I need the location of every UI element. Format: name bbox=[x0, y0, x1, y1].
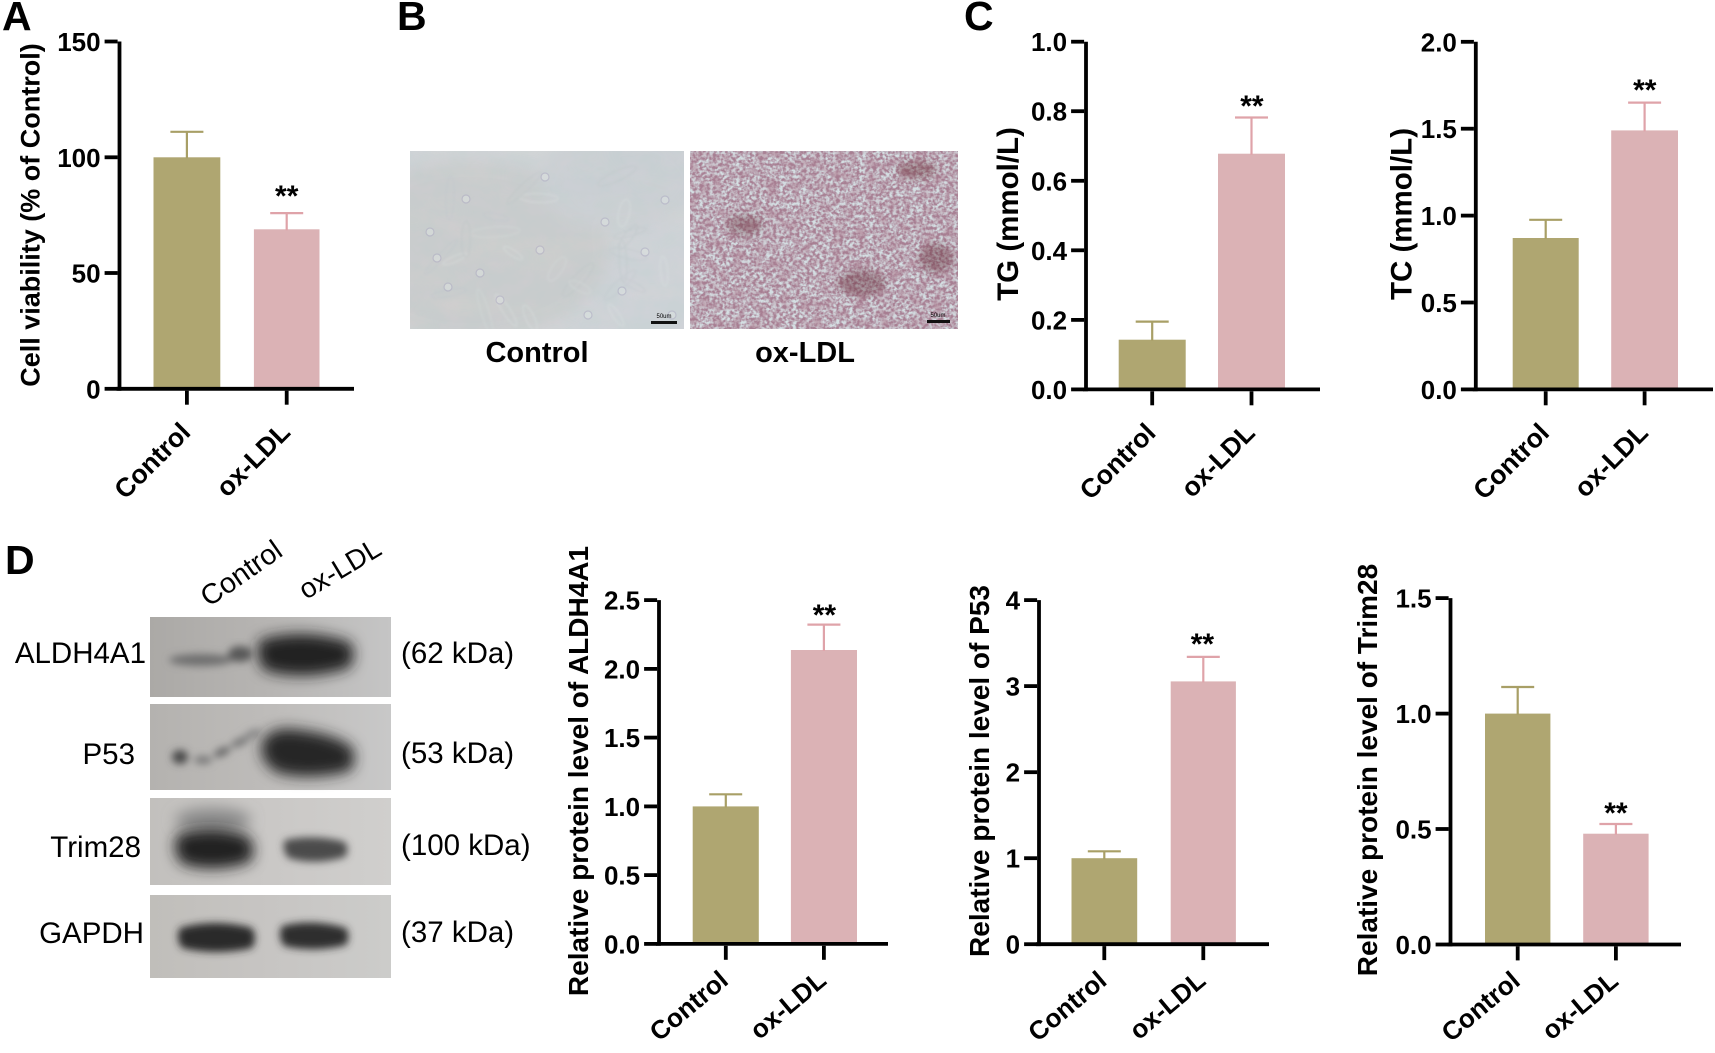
svg-text:(62 kDa): (62 kDa) bbox=[401, 637, 514, 670]
svg-text:Control: Control bbox=[485, 337, 588, 369]
svg-text:150: 150 bbox=[57, 27, 100, 57]
svg-text:ox-LDL: ox-LDL bbox=[210, 417, 296, 503]
svg-text:D: D bbox=[5, 537, 35, 583]
svg-text:(100 kDa): (100 kDa) bbox=[401, 829, 531, 862]
svg-text:P53: P53 bbox=[83, 738, 136, 771]
svg-text:**: ** bbox=[1240, 90, 1264, 123]
svg-text:ALDH4A1: ALDH4A1 bbox=[15, 637, 146, 670]
svg-text:Relative protein level of ALDH: Relative protein level of ALDH4A1 bbox=[563, 546, 594, 996]
svg-text:**: ** bbox=[813, 599, 837, 632]
svg-text:GAPDH: GAPDH bbox=[39, 917, 144, 950]
svg-text:Control: Control bbox=[644, 965, 734, 1047]
svg-text:0.0: 0.0 bbox=[604, 929, 640, 959]
svg-text:1: 1 bbox=[1006, 844, 1020, 874]
svg-text:0.0: 0.0 bbox=[1395, 930, 1431, 960]
svg-text:1.5: 1.5 bbox=[1421, 114, 1457, 144]
svg-text:Control: Control bbox=[1467, 417, 1555, 505]
svg-text:2.0: 2.0 bbox=[1421, 27, 1457, 57]
svg-text:1.0: 1.0 bbox=[604, 792, 640, 822]
svg-text:0.5: 0.5 bbox=[604, 861, 640, 891]
svg-text:2: 2 bbox=[1006, 758, 1020, 788]
svg-text:Relative protein level of Trim: Relative protein level of Trim28 bbox=[1352, 564, 1383, 976]
svg-text:ox-LDL: ox-LDL bbox=[755, 337, 855, 369]
svg-text:Relative protein level of P53: Relative protein level of P53 bbox=[964, 585, 995, 957]
svg-text:B: B bbox=[397, 0, 427, 39]
svg-text:0.5: 0.5 bbox=[1421, 288, 1457, 318]
svg-text:**: ** bbox=[1191, 628, 1215, 661]
svg-text:ox-LDL: ox-LDL bbox=[1123, 965, 1211, 1046]
svg-text:0.5: 0.5 bbox=[1395, 815, 1431, 845]
svg-text:C: C bbox=[964, 0, 994, 39]
svg-text:0.4: 0.4 bbox=[1031, 236, 1068, 266]
svg-text:0.8: 0.8 bbox=[1031, 97, 1067, 127]
svg-text:0: 0 bbox=[1006, 930, 1020, 960]
svg-text:ox-LDL: ox-LDL bbox=[293, 532, 386, 605]
svg-text:Trim28: Trim28 bbox=[50, 831, 141, 864]
svg-text:(37 kDa): (37 kDa) bbox=[401, 916, 514, 949]
svg-text:ox-LDL: ox-LDL bbox=[1536, 965, 1624, 1046]
svg-text:TG (mmol/L): TG (mmol/L) bbox=[992, 127, 1025, 301]
svg-text:50um: 50um bbox=[656, 314, 671, 320]
svg-text:1.5: 1.5 bbox=[1395, 584, 1431, 614]
svg-text:1.0: 1.0 bbox=[1395, 699, 1431, 729]
svg-text:(53 kDa): (53 kDa) bbox=[401, 737, 514, 770]
svg-text:3: 3 bbox=[1006, 672, 1020, 702]
svg-text:0.6: 0.6 bbox=[1031, 166, 1067, 196]
svg-text:TC (mmol/L): TC (mmol/L) bbox=[1386, 128, 1419, 300]
svg-text:A: A bbox=[2, 0, 32, 39]
svg-text:Control: Control bbox=[1074, 417, 1162, 505]
svg-text:**: ** bbox=[275, 180, 299, 213]
svg-text:50um: 50um bbox=[930, 313, 945, 319]
svg-text:1.0: 1.0 bbox=[1421, 201, 1457, 231]
svg-text:ox-LDL: ox-LDL bbox=[744, 964, 832, 1045]
svg-text:Control: Control bbox=[195, 534, 289, 613]
svg-text:4: 4 bbox=[1006, 586, 1021, 616]
svg-text:50: 50 bbox=[72, 259, 101, 289]
svg-text:Cell viability (% of Control): Cell viability (% of Control) bbox=[16, 43, 46, 387]
svg-text:0.2: 0.2 bbox=[1031, 305, 1067, 335]
svg-text:2.5: 2.5 bbox=[604, 586, 640, 616]
svg-text:0.0: 0.0 bbox=[1031, 375, 1067, 405]
svg-text:1.0: 1.0 bbox=[1031, 27, 1067, 57]
svg-text:0: 0 bbox=[86, 374, 100, 404]
svg-text:ox-LDL: ox-LDL bbox=[1175, 417, 1261, 503]
svg-text:Control: Control bbox=[1022, 965, 1112, 1047]
svg-text:**: ** bbox=[1633, 74, 1657, 107]
svg-text:Control: Control bbox=[1435, 965, 1525, 1047]
svg-text:100: 100 bbox=[57, 143, 100, 173]
svg-text:Control: Control bbox=[108, 417, 196, 505]
svg-text:0.0: 0.0 bbox=[1421, 375, 1457, 405]
svg-text:ox-LDL: ox-LDL bbox=[1568, 417, 1654, 503]
svg-text:2.0: 2.0 bbox=[604, 654, 640, 684]
svg-text:**: ** bbox=[1604, 797, 1628, 830]
svg-text:1.5: 1.5 bbox=[604, 723, 640, 753]
